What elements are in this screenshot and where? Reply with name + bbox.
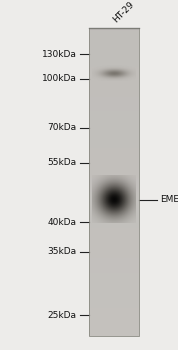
Text: 35kDa: 35kDa [47, 247, 77, 257]
Text: EME2: EME2 [160, 195, 178, 204]
Text: HT-29: HT-29 [111, 0, 136, 25]
Text: 100kDa: 100kDa [42, 74, 77, 83]
Text: 25kDa: 25kDa [48, 310, 77, 320]
Text: 55kDa: 55kDa [47, 158, 77, 167]
Text: 130kDa: 130kDa [42, 50, 77, 59]
Bar [89, 28, 139, 336]
Text: 70kDa: 70kDa [47, 123, 77, 132]
Text: 40kDa: 40kDa [48, 218, 77, 227]
